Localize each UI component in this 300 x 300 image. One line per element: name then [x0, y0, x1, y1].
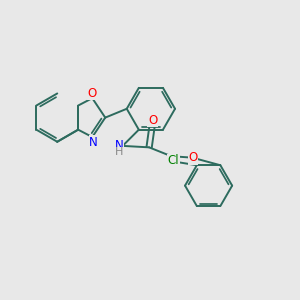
Text: O: O — [188, 152, 198, 164]
Text: Cl: Cl — [167, 154, 179, 167]
Text: O: O — [88, 87, 97, 100]
Text: O: O — [148, 114, 157, 127]
Text: N: N — [115, 139, 124, 152]
Text: H: H — [115, 147, 123, 158]
Text: N: N — [89, 136, 98, 149]
